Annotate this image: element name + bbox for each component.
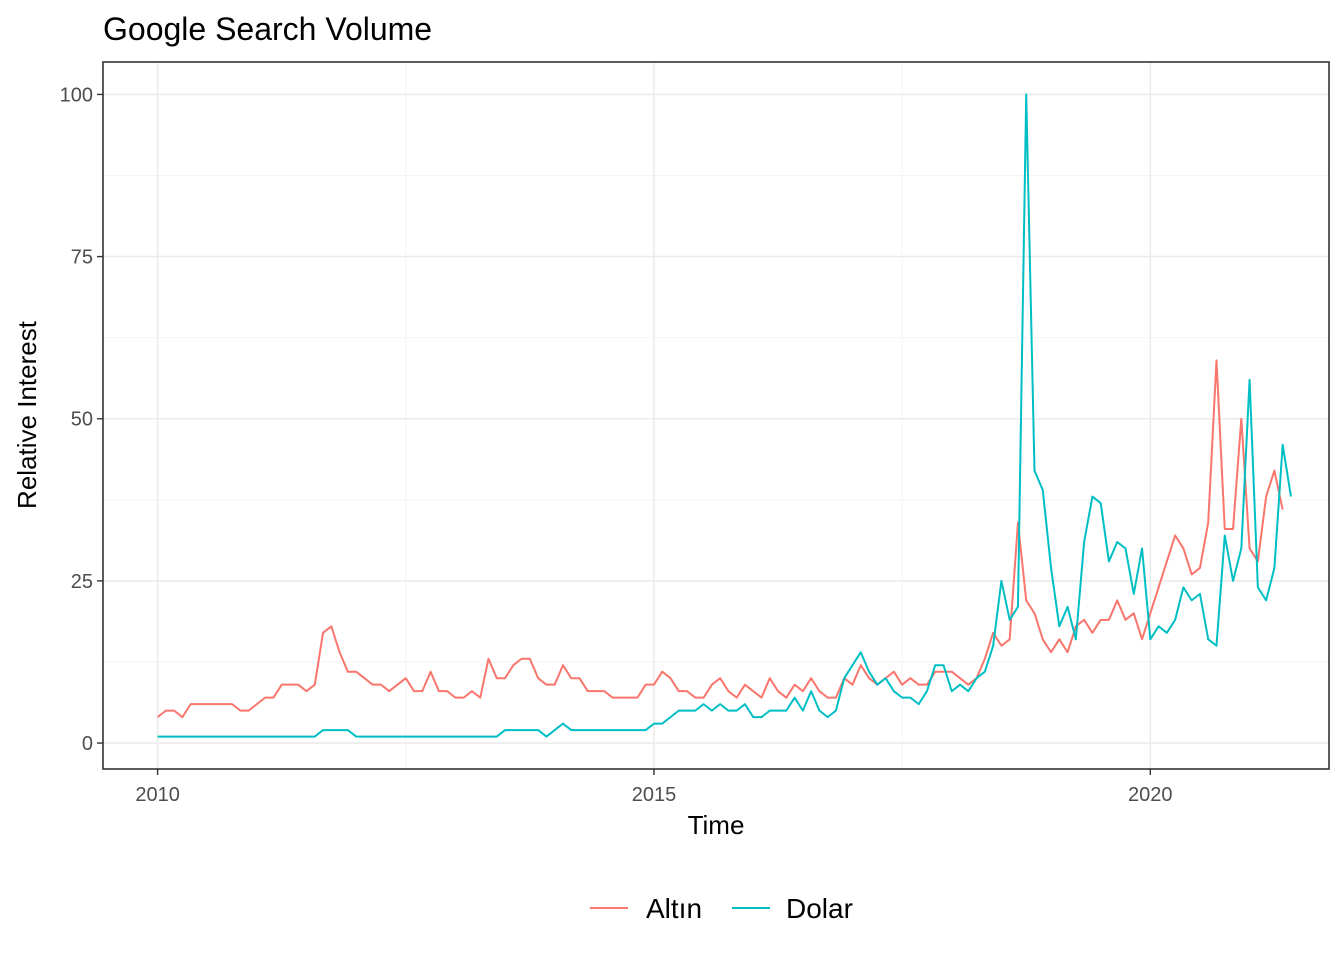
axis-ticks: 0 25 50 75 100 2010 2015 2020	[60, 84, 1173, 806]
legend-label-altın: Altın	[646, 893, 702, 924]
series-line-dolar	[157, 93, 1292, 738]
series-line-altın	[156, 359, 1284, 719]
y-tick-label: 0	[82, 733, 93, 755]
y-tick-label: 50	[71, 409, 93, 431]
x-tick-label: 2020	[1128, 784, 1173, 806]
legend-label-dolar: Dolar	[786, 893, 853, 924]
y-tick-label: 25	[71, 571, 93, 593]
x-tick-label: 2010	[135, 784, 180, 806]
y-tick-label: 75	[71, 247, 93, 269]
y-axis-title: Relative Interest	[12, 320, 42, 509]
plot-panel	[102, 61, 1330, 770]
y-tick-label: 100	[60, 84, 93, 106]
legend: Altın Dolar	[590, 893, 853, 924]
x-axis-title: Time	[688, 810, 745, 840]
chart-title: Google Search Volume	[103, 11, 432, 47]
x-tick-label: 2015	[632, 784, 677, 806]
grid	[103, 62, 1329, 769]
series-lines	[156, 93, 1292, 738]
